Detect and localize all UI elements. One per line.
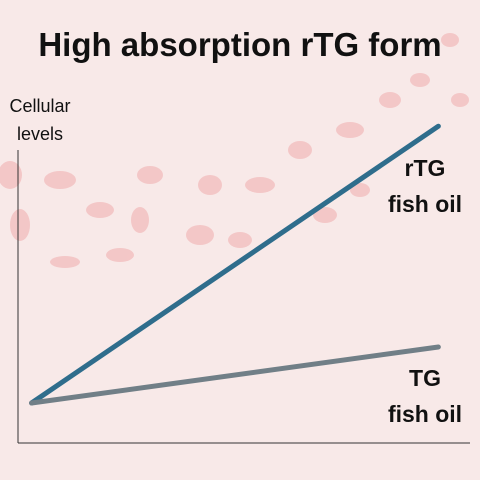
- chart-title: High absorption rTG form: [38, 26, 442, 63]
- series-line: [29, 123, 441, 406]
- series-label: rTG fish oil: [387, 155, 463, 217]
- background-cells: [0, 33, 469, 268]
- series-label: TG fish oil: [387, 365, 463, 427]
- series-line: [29, 344, 441, 406]
- y-axis-label: Cellular levels: [9, 96, 71, 144]
